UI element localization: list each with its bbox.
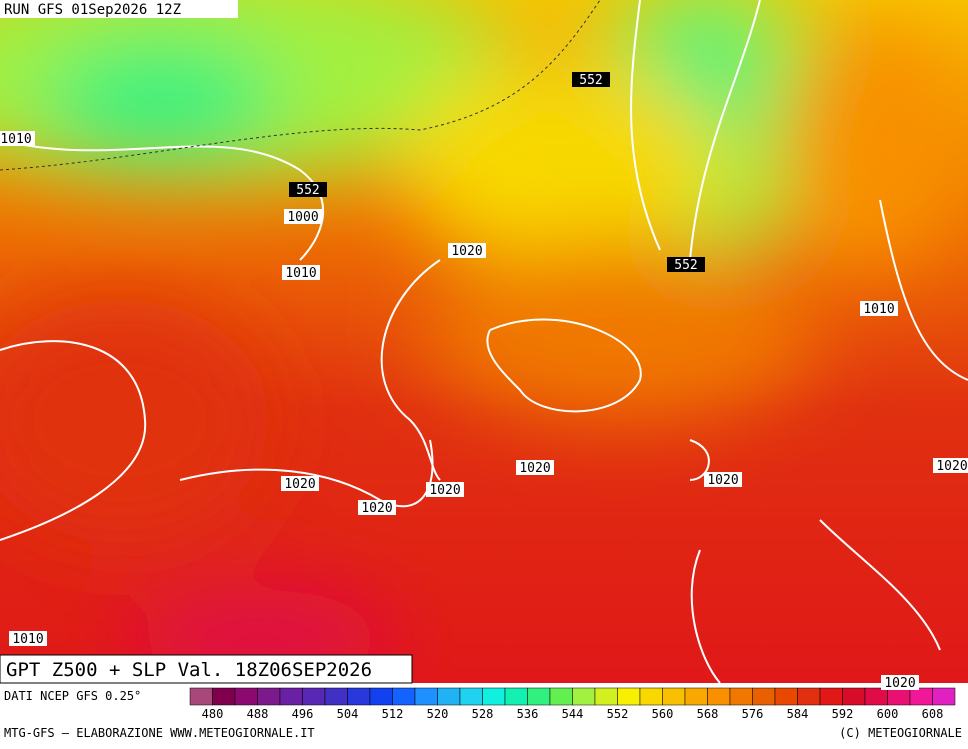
contour-label: 552 <box>674 258 697 273</box>
colorbar-label: 560 <box>652 707 674 721</box>
color-swatch <box>437 687 461 706</box>
colorbar-label: 504 <box>337 707 359 721</box>
colorbar-label: 488 <box>247 707 269 721</box>
color-swatch <box>279 687 303 706</box>
contour-label: 1020 <box>451 244 482 259</box>
contour-label-box <box>667 257 705 272</box>
contour-label: 1020 <box>936 459 967 474</box>
contour-label-box <box>284 209 322 224</box>
contour-label-box <box>281 476 319 491</box>
color-swatch <box>392 687 416 706</box>
footer-left: MTG-GFS — ELABORAZIONE WWW.METEOGIORNALE… <box>4 726 315 740</box>
run-label: RUN GFS 01Sep2026 12Z <box>4 2 181 18</box>
color-swatch <box>752 687 776 706</box>
colorbar-label: 520 <box>427 707 449 721</box>
footer-right: (C) METEOGIORNALE <box>839 726 962 740</box>
contour-label-box <box>516 460 554 475</box>
color-swatch <box>662 687 686 706</box>
contour-labels: 1010 552 1000 1010 1020 552 552 1010 1020 1020 102… <box>0 72 968 691</box>
contour-label-box <box>881 675 919 690</box>
colorbar-label: 512 <box>382 707 404 721</box>
color-swatch <box>369 687 393 706</box>
colorbar-label: 592 <box>832 707 854 721</box>
contour-label-box <box>448 243 486 258</box>
color-swatch <box>527 687 551 706</box>
color-swatch <box>572 687 596 706</box>
color-swatch <box>482 687 506 706</box>
contour-label: 552 <box>296 183 319 198</box>
color-swatch <box>594 687 618 706</box>
contour-label-box <box>282 265 320 280</box>
color-swatch <box>347 687 371 706</box>
color-swatch <box>684 687 708 706</box>
map <box>0 0 968 683</box>
contour-label: 1020 <box>429 483 460 498</box>
contour-label: 1020 <box>519 461 550 476</box>
contour-label: 1010 <box>12 632 43 647</box>
title-box <box>0 654 413 684</box>
contour-label: 1010 <box>0 132 31 147</box>
contour-label: 1010 <box>285 266 316 281</box>
contour-label: 1020 <box>284 477 315 492</box>
colorbar-label: 544 <box>562 707 584 721</box>
source-label: DATI NCEP GFS 0.25° <box>4 689 141 703</box>
contour-label-box <box>289 182 327 197</box>
color-swatch <box>819 687 843 706</box>
color-swatch <box>234 687 258 706</box>
color-swatch <box>189 687 213 706</box>
contour-label-box <box>933 458 968 473</box>
color-swatch <box>414 687 438 706</box>
color-swatch <box>504 687 528 706</box>
contour-label: 1010 <box>863 302 894 317</box>
colorbar-label: 608 <box>922 707 944 721</box>
colorbar-label: 568 <box>697 707 719 721</box>
color-swatch <box>729 687 753 706</box>
contour-label: 1020 <box>884 676 915 691</box>
color-swatch <box>797 687 821 706</box>
color-swatch <box>549 687 573 706</box>
contour-label-box <box>704 472 742 487</box>
color-swatch <box>707 687 731 706</box>
contour-label: 1000 <box>287 210 318 225</box>
color-swatch <box>212 687 236 706</box>
map-title: GPT Z500 + SLP Val. 18Z06SEP2026 <box>6 659 372 681</box>
colorbar: 480 488 496 504 512 520 528 536 544 552 560 568 576 5… <box>189 687 956 721</box>
contour-label: 1020 <box>707 473 738 488</box>
colorbar-label: 584 <box>787 707 809 721</box>
run-box <box>0 0 238 18</box>
colorbar-label: 600 <box>877 707 899 721</box>
color-swatch <box>932 687 956 706</box>
contour-label-box <box>358 500 396 515</box>
colorbar-label: 576 <box>742 707 764 721</box>
colorbar-label: 480 <box>202 707 224 721</box>
colorbar-label: 536 <box>517 707 539 721</box>
contour-label-box <box>9 631 47 646</box>
color-swatch <box>774 687 798 706</box>
contour-label-box <box>426 482 464 497</box>
color-swatch <box>302 687 326 706</box>
color-swatch <box>842 687 866 706</box>
color-swatch <box>257 687 281 706</box>
color-swatch <box>459 687 483 706</box>
contour-label-box <box>572 72 610 87</box>
colorbar-label: 552 <box>607 707 629 721</box>
color-swatch <box>639 687 663 706</box>
colorbar-label: 496 <box>292 707 314 721</box>
colorbar-label: 528 <box>472 707 494 721</box>
color-swatch <box>617 687 641 706</box>
contour-label-box <box>0 131 35 146</box>
contour-label-box <box>860 301 898 316</box>
color-swatch <box>324 687 348 706</box>
contour-label: 1020 <box>361 501 392 516</box>
contour-label: 552 <box>579 73 602 88</box>
